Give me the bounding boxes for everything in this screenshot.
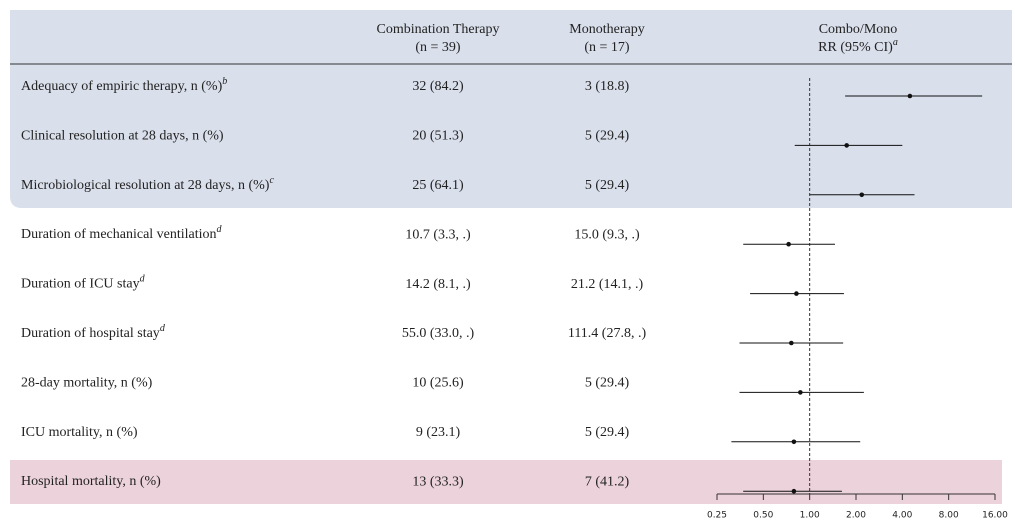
- x-tick-label: 0.25: [707, 511, 727, 521]
- footnote-mark: a: [893, 37, 898, 48]
- footnote-mark: b: [222, 76, 227, 87]
- cell: 9 (23.1): [416, 425, 461, 440]
- row-label: Microbiological resolution at 28 days, n…: [21, 175, 274, 193]
- highlight-band: [10, 460, 1002, 504]
- point-estimate: [791, 439, 797, 445]
- x-tick-label: 8.00: [939, 511, 959, 521]
- header: Monotherapy: [569, 22, 644, 37]
- point-estimate: [844, 143, 849, 148]
- point-estimate: [794, 291, 799, 296]
- row-label: 28-day mortality, n (%): [21, 376, 153, 391]
- highlight-band: [10, 10, 1012, 208]
- header-text: RR (95% CI): [818, 40, 893, 55]
- cell: 5 (29.4): [585, 178, 630, 193]
- footnote-mark: d: [217, 224, 223, 235]
- x-tick-label: 2.00: [846, 511, 866, 521]
- cell: 13 (33.3): [412, 474, 464, 489]
- cell: 25 (64.1): [412, 178, 464, 193]
- footnote-mark: d: [140, 274, 146, 285]
- cell: 7 (41.2): [585, 474, 630, 489]
- row-label-text: Duration of mechanical ventilation: [21, 227, 217, 242]
- point-estimate: [786, 241, 791, 247]
- cell: 20 (51.3): [412, 129, 464, 144]
- point-estimate: [859, 192, 865, 198]
- x-tick-label: 16.00: [982, 511, 1008, 521]
- x-tick-label: 0.50: [753, 511, 773, 521]
- header: (n = 39): [415, 40, 461, 55]
- row-label-text: 28-day mortality, n (%): [21, 376, 153, 391]
- x-tick-label: 1.00: [800, 511, 820, 521]
- x-tick-label: 4.00: [892, 511, 912, 521]
- cell: 15.0 (9.3, .): [574, 227, 640, 242]
- cell: 5 (29.4): [585, 425, 630, 440]
- header: RR (95% CI)a: [818, 37, 898, 55]
- cell: 10 (25.6): [412, 376, 464, 391]
- row-label-text: Adequacy of empiric therapy, n (%): [21, 79, 223, 94]
- row-label: Duration of mechanical ventilationd: [21, 224, 223, 242]
- point-estimate: [798, 390, 803, 395]
- cell: 14.2 (8.1, .): [405, 277, 471, 292]
- header: Combo/Mono: [819, 22, 898, 37]
- footnote-mark: d: [160, 323, 166, 334]
- header: Combination Therapy: [377, 22, 500, 37]
- cell: 5 (29.4): [585, 376, 630, 391]
- cell: 5 (29.4): [585, 129, 630, 144]
- cell: 32 (84.2): [412, 79, 464, 94]
- row-label-text: Duration of hospital stay: [21, 326, 160, 341]
- row-label-text: Clinical resolution at 28 days, n (%): [21, 129, 224, 144]
- row-label: Adequacy of empiric therapy, n (%)b: [21, 76, 227, 94]
- row-label: Hospital mortality, n (%): [21, 474, 161, 489]
- header: (n = 17): [584, 40, 630, 55]
- row-label-text: Hospital mortality, n (%): [21, 474, 161, 489]
- point-estimate: [791, 488, 797, 494]
- row-label-text: ICU mortality, n (%): [21, 425, 138, 440]
- cell: 10.7 (3.3, .): [405, 227, 471, 242]
- footnote-mark: c: [269, 175, 274, 186]
- cell: 3 (18.8): [585, 79, 630, 94]
- row-label-text: Microbiological resolution at 28 days, n…: [21, 178, 270, 193]
- row-label: Duration of hospital stayd: [21, 323, 166, 341]
- row-label: Clinical resolution at 28 days, n (%): [21, 129, 224, 144]
- cell: 111.4 (27.8, .): [568, 326, 647, 341]
- row-label: ICU mortality, n (%): [21, 425, 138, 440]
- row-label-text: Duration of ICU stay: [21, 277, 140, 292]
- cell: 55.0 (33.0, .): [402, 326, 475, 341]
- row-label: Duration of ICU stayd: [21, 274, 146, 292]
- point-estimate: [907, 93, 913, 99]
- cell: 21.2 (14.1, .): [571, 277, 644, 292]
- point-estimate: [789, 340, 794, 346]
